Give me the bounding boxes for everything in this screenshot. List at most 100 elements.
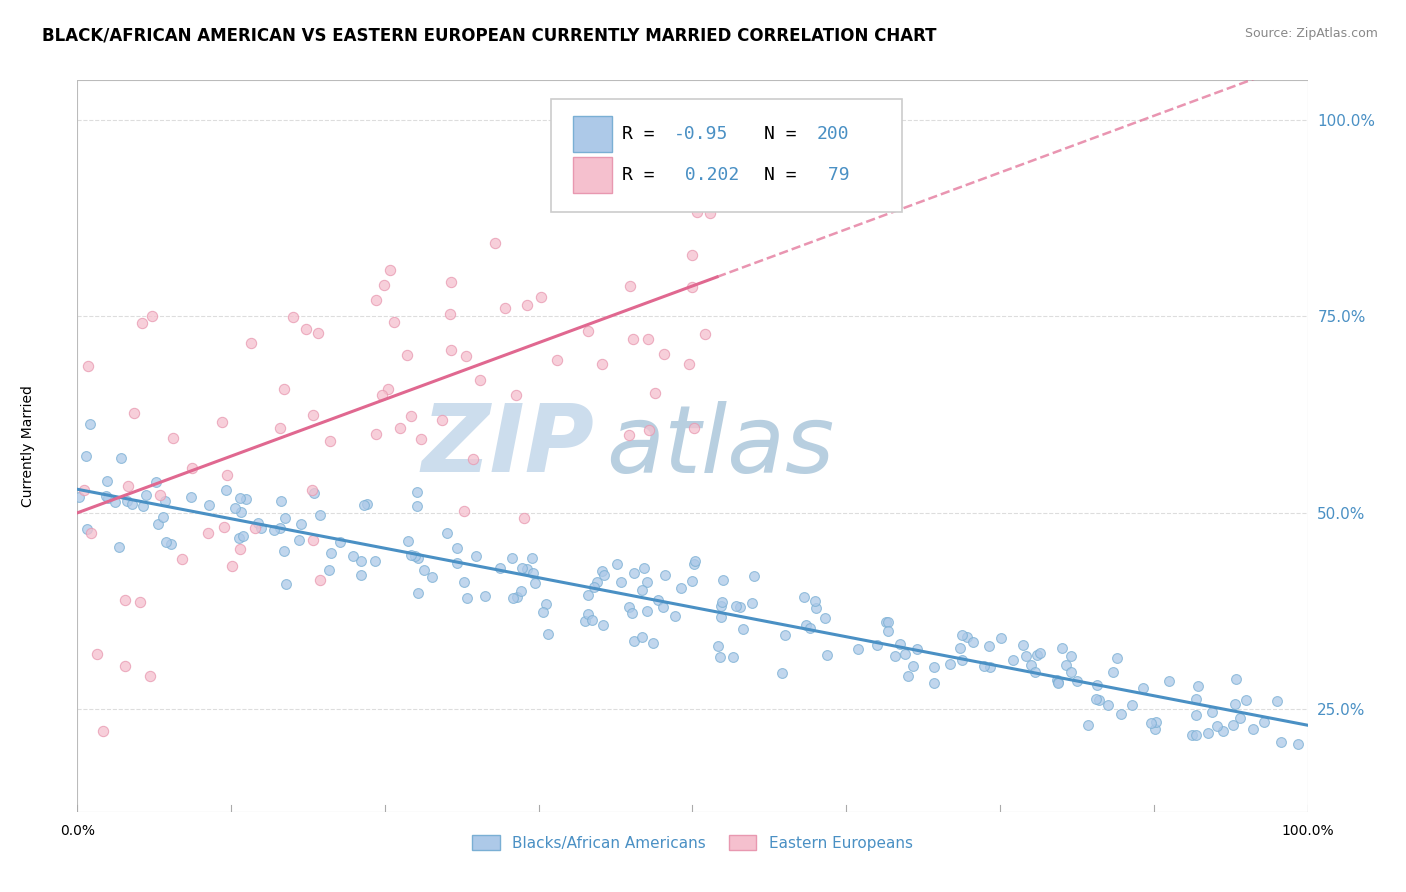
Point xyxy=(97,491,120,506)
Point xyxy=(439,308,461,322)
Point xyxy=(591,357,613,371)
Point xyxy=(1085,691,1108,706)
Point xyxy=(494,301,516,315)
Point xyxy=(1185,692,1208,706)
Point xyxy=(897,669,920,683)
Point xyxy=(1225,672,1247,686)
Point xyxy=(664,142,686,156)
Point xyxy=(139,669,162,683)
Point xyxy=(1187,679,1209,693)
Point xyxy=(430,413,453,427)
Point xyxy=(979,660,1001,674)
Point xyxy=(141,309,163,323)
Legend: Blacks/African Americans, Eastern Europeans: Blacks/African Americans, Eastern Europe… xyxy=(468,830,917,855)
Point xyxy=(804,601,827,615)
Point xyxy=(453,575,475,590)
Point xyxy=(576,588,599,602)
Text: BLACK/AFRICAN AMERICAN VS EASTERN EUROPEAN CURRENTLY MARRIED CORRELATION CHART: BLACK/AFRICAN AMERICAN VS EASTERN EUROPE… xyxy=(42,27,936,45)
Point xyxy=(406,485,429,500)
Point xyxy=(91,723,114,738)
Point xyxy=(131,316,153,330)
Point xyxy=(939,657,962,671)
Point xyxy=(215,468,238,483)
Point xyxy=(1107,651,1129,665)
Point xyxy=(1088,692,1111,706)
Point xyxy=(290,517,312,532)
Point xyxy=(270,494,292,508)
Point xyxy=(876,615,898,629)
Point xyxy=(107,541,129,555)
Point xyxy=(318,563,340,577)
Point xyxy=(309,508,332,522)
Point xyxy=(1197,725,1219,739)
Point xyxy=(198,498,221,512)
Point xyxy=(1212,724,1234,739)
Point xyxy=(263,523,285,537)
Point xyxy=(524,576,547,591)
Point xyxy=(1253,715,1275,730)
Point xyxy=(1222,717,1244,731)
Point xyxy=(1206,719,1229,733)
Point xyxy=(412,563,434,577)
Point xyxy=(1241,722,1264,736)
Point xyxy=(592,568,614,582)
Point xyxy=(228,531,250,545)
Point xyxy=(641,636,664,650)
Point xyxy=(1157,674,1180,689)
Text: N =: N = xyxy=(763,125,807,143)
Point xyxy=(1201,705,1223,719)
Point xyxy=(505,590,527,604)
Point xyxy=(681,248,703,262)
Point xyxy=(364,427,387,442)
Point xyxy=(454,349,477,363)
Point xyxy=(396,348,419,362)
Point xyxy=(678,357,700,371)
Point xyxy=(581,613,603,627)
Point xyxy=(350,554,373,568)
Point xyxy=(977,639,1000,653)
Point xyxy=(630,583,652,598)
Text: ZIP: ZIP xyxy=(422,400,595,492)
Point xyxy=(122,406,145,420)
Point xyxy=(1046,673,1069,688)
Point xyxy=(197,526,219,541)
Point xyxy=(180,461,202,475)
Point xyxy=(522,566,544,581)
Point xyxy=(288,533,311,548)
Point xyxy=(1050,640,1073,655)
Point xyxy=(274,511,297,525)
Point xyxy=(80,526,103,541)
Point xyxy=(922,660,945,674)
Point xyxy=(489,561,512,575)
Point xyxy=(652,347,675,361)
Point xyxy=(212,520,235,534)
Point xyxy=(1066,674,1088,689)
Point xyxy=(815,648,838,662)
Point xyxy=(799,621,821,635)
Point xyxy=(446,541,468,556)
Point xyxy=(484,235,506,250)
Point xyxy=(96,474,118,488)
Point xyxy=(377,383,399,397)
Point xyxy=(153,493,176,508)
Point xyxy=(889,637,911,651)
Point xyxy=(353,498,375,512)
Point xyxy=(647,593,669,607)
Point xyxy=(243,521,266,535)
Point xyxy=(461,452,484,467)
Point xyxy=(274,576,297,591)
Point xyxy=(721,649,744,664)
Point xyxy=(924,676,946,690)
Point xyxy=(710,599,733,613)
Point xyxy=(501,550,523,565)
Point xyxy=(592,618,614,632)
Point xyxy=(404,549,426,563)
Point xyxy=(741,596,763,610)
Point xyxy=(609,574,631,589)
Point xyxy=(531,605,554,619)
Point xyxy=(1024,665,1046,680)
Point xyxy=(990,631,1012,645)
Point xyxy=(1054,658,1077,673)
Point xyxy=(1097,698,1119,712)
Point xyxy=(637,332,659,346)
